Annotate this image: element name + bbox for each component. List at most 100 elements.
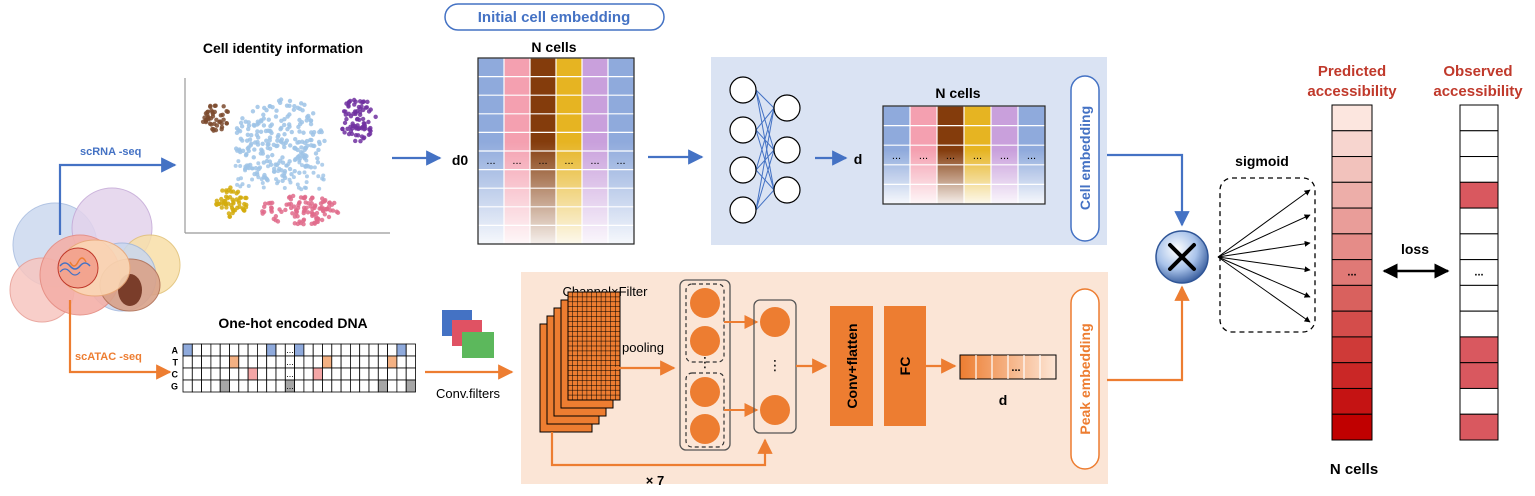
conv-filters-icon (442, 310, 494, 358)
dna-cell (303, 355, 314, 369)
dna-cell (396, 355, 407, 369)
pooled-nodes (679, 279, 731, 451)
dna-cell (182, 379, 193, 393)
dna-cell (331, 355, 342, 369)
observed-cell (1459, 387, 1499, 415)
repeat-loop-arrow (550, 432, 773, 467)
dna-cell (340, 355, 351, 369)
dna-cell (201, 343, 212, 357)
predicted-cell (1331, 207, 1373, 235)
matrix-cell (608, 95, 634, 114)
dna-cell (312, 355, 323, 369)
dna-cell (182, 355, 193, 369)
matrix-cell (991, 125, 1018, 146)
dna-cell (349, 379, 361, 393)
pooled-ellipsis: ⋮ (698, 354, 712, 370)
dna-cell (219, 343, 230, 357)
matrix-cell (504, 113, 530, 133)
conv-flatten-label: Conv+flatten (844, 323, 860, 408)
dna-cell (405, 355, 416, 369)
predicted-cell (1331, 413, 1373, 441)
cell-embedding-pill (1070, 75, 1100, 242)
dna-cell (229, 343, 240, 357)
dna-cell (238, 367, 249, 381)
dna-cell (294, 343, 305, 357)
sigmoid-arrow (1217, 189, 1311, 258)
dna-cell (331, 367, 342, 381)
dna-cell (359, 343, 370, 357)
nn-node (729, 76, 757, 104)
dna-cell (247, 355, 258, 369)
dna-cell (229, 355, 240, 369)
multiply-icon (1168, 243, 1196, 271)
dna-cell (331, 343, 342, 357)
matrix-cell (608, 113, 634, 133)
dna-ellipsis: ... (286, 381, 294, 391)
sigmoid-arrow (1217, 240, 1311, 258)
dna-cell (331, 379, 342, 393)
one-hot-dna-grid: ATCG............ (171, 343, 416, 393)
dna-cell (387, 367, 398, 381)
sigmoid-box (1219, 177, 1316, 333)
reduced-ellipsis: ⋮ (768, 357, 782, 373)
umap-cluster (260, 193, 341, 227)
dna-cell (256, 343, 268, 357)
predicted-accessibility-column: ... (1331, 104, 1373, 441)
matrix-ellipsis: ... (973, 150, 982, 162)
n-cells-bottom-label: N cells (1330, 461, 1378, 478)
peak-embedding-label: Peak embedding (1077, 323, 1093, 434)
dna-cell (387, 343, 398, 357)
observed-cell (1459, 284, 1499, 312)
matrix-cell (608, 58, 634, 77)
fc-label: FC (897, 357, 913, 376)
dna-cell (275, 367, 286, 381)
dna-cell (275, 379, 286, 393)
dna-ellipsis: ... (286, 357, 294, 367)
initial-embedding-pill (444, 3, 665, 31)
dna-cell (210, 355, 221, 369)
dna-cell (294, 367, 305, 381)
matrix-cell (582, 113, 608, 133)
matrix-ellipsis: ... (1000, 150, 1009, 162)
predicted-ellipsis: ... (1347, 267, 1356, 279)
nn-node (773, 136, 801, 164)
dna-base-label: G (171, 382, 178, 392)
dna-cell (266, 379, 277, 393)
n-cells-top-label: N cells (531, 39, 576, 55)
predicted-cell (1331, 284, 1373, 312)
matrix-ellipsis: ... (538, 155, 547, 167)
scatac-label: scATAC -seq (75, 351, 142, 363)
dna-cell (349, 367, 361, 381)
dna-cell (359, 367, 370, 381)
observed-accessibility-column: ... (1459, 104, 1499, 441)
matrix-ellipsis: ... (590, 155, 599, 167)
observed-cell (1459, 233, 1499, 261)
observed-cell (1459, 130, 1499, 158)
predicted-cell (1331, 156, 1373, 183)
dna-cell (256, 379, 268, 393)
observed-cell (1459, 181, 1499, 209)
sigmoid-label: sigmoid (1235, 153, 1289, 169)
dna-cell (210, 343, 221, 357)
dna-cell (210, 367, 221, 381)
matrix-cell (504, 76, 530, 96)
matrix-cell (530, 58, 556, 77)
reduced-node-1 (760, 307, 790, 337)
dna-cell (247, 367, 258, 381)
peak-embedding-vector: ... (959, 354, 1057, 380)
umap-cluster (233, 97, 327, 184)
predicted-cell (1331, 259, 1373, 286)
dna-cell (182, 367, 193, 381)
matrix-cell (530, 76, 556, 96)
conv-feature-maps (539, 291, 621, 433)
umap-plot (184, 78, 390, 234)
matrix-ellipsis: ... (564, 155, 573, 167)
dna-cell (377, 355, 388, 369)
dna-cell (368, 367, 379, 381)
observed-cell (1459, 104, 1499, 132)
nn-node (773, 94, 801, 122)
matrix-ellipsis: ... (486, 155, 495, 167)
matrix-cell (582, 58, 608, 77)
dna-cell (377, 343, 388, 357)
dna-cell (322, 343, 333, 357)
